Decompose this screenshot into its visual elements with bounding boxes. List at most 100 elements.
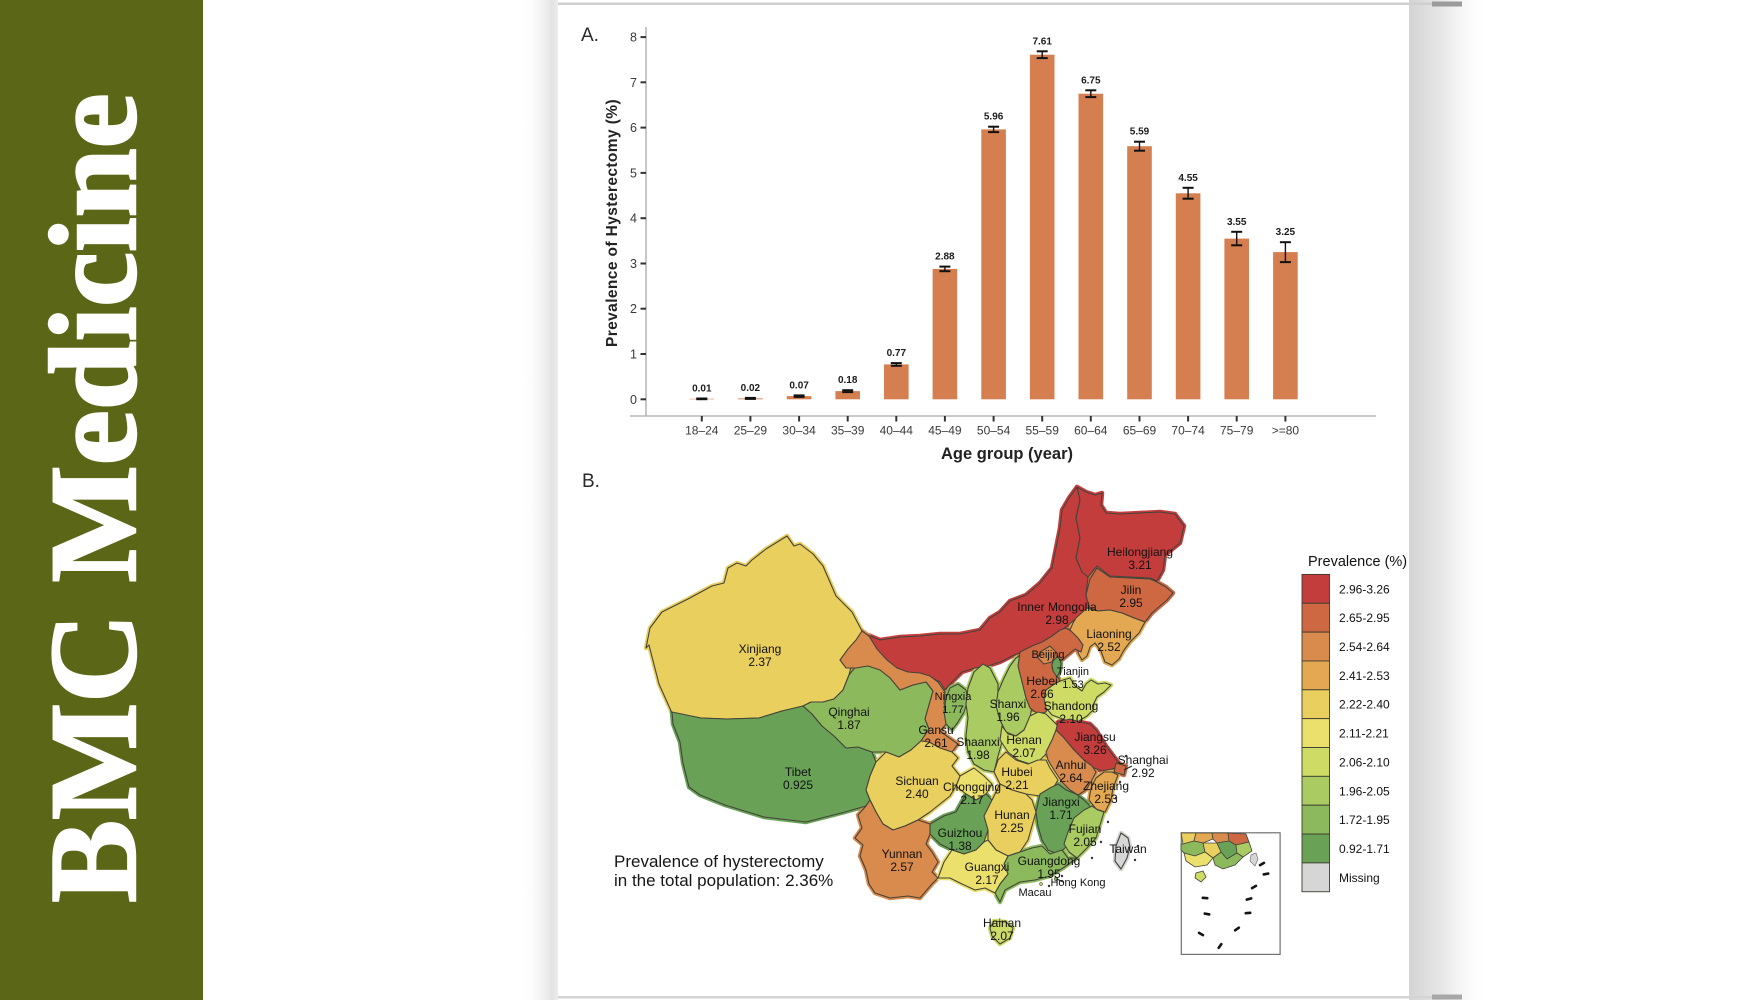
svg-text:2.06-2.10: 2.06-2.10 xyxy=(1339,755,1390,769)
svg-text:7: 7 xyxy=(630,76,637,90)
svg-text:Chongqing: Chongqing xyxy=(943,780,1001,794)
svg-text:2.66: 2.66 xyxy=(1030,687,1054,701)
svg-text:Sichuan: Sichuan xyxy=(895,774,938,788)
svg-text:2.52: 2.52 xyxy=(1097,640,1121,654)
svg-text:5.59: 5.59 xyxy=(1130,127,1150,138)
svg-text:Tibet: Tibet xyxy=(785,765,812,779)
svg-text:2.98: 2.98 xyxy=(1045,613,1069,627)
svg-text:2.65-2.95: 2.65-2.95 xyxy=(1339,611,1390,625)
svg-text:Missing: Missing xyxy=(1339,871,1380,885)
svg-text:0.925: 0.925 xyxy=(783,778,813,792)
svg-text:Liaoning: Liaoning xyxy=(1086,627,1131,641)
svg-text:5.96: 5.96 xyxy=(984,112,1004,123)
svg-text:Guizhou: Guizhou xyxy=(938,826,983,840)
svg-text:3: 3 xyxy=(630,257,637,271)
svg-text:0.18: 0.18 xyxy=(838,375,858,386)
svg-text:0.07: 0.07 xyxy=(789,380,809,391)
svg-text:4.55: 4.55 xyxy=(1178,173,1198,184)
svg-text:3.55: 3.55 xyxy=(1227,217,1247,228)
svg-text:2.11-2.21: 2.11-2.21 xyxy=(1339,727,1389,741)
svg-text:75–79: 75–79 xyxy=(1220,424,1254,438)
svg-text:Age group (year): Age group (year) xyxy=(941,445,1073,463)
svg-text:2.95: 2.95 xyxy=(1119,596,1143,610)
svg-text:45–49: 45–49 xyxy=(928,424,962,438)
svg-text:Hunan: Hunan xyxy=(994,808,1029,822)
svg-text:1.96-2.05: 1.96-2.05 xyxy=(1339,784,1390,798)
svg-text:1.38: 1.38 xyxy=(948,839,972,853)
svg-text:8: 8 xyxy=(630,31,637,45)
svg-text:2.21: 2.21 xyxy=(1005,778,1029,792)
svg-text:2.57: 2.57 xyxy=(890,860,914,874)
svg-text:70–74: 70–74 xyxy=(1171,424,1205,438)
svg-text:25–29: 25–29 xyxy=(734,424,768,438)
svg-text:6.75: 6.75 xyxy=(1081,75,1101,86)
svg-text:Shanxi: Shanxi xyxy=(990,697,1027,711)
svg-text:3.26: 3.26 xyxy=(1083,743,1107,757)
svg-text:2.22-2.40: 2.22-2.40 xyxy=(1339,698,1390,712)
svg-text:in the total population: 2.36%: in the total population: 2.36% xyxy=(614,871,833,890)
svg-text:30–34: 30–34 xyxy=(782,424,816,438)
svg-text:Hainan: Hainan xyxy=(983,916,1021,930)
svg-text:5: 5 xyxy=(630,166,637,180)
svg-text:Hong Kong: Hong Kong xyxy=(1050,877,1105,889)
svg-text:1.77: 1.77 xyxy=(942,704,963,716)
svg-text:Shanghai: Shanghai xyxy=(1118,753,1169,767)
svg-text:Anhui: Anhui xyxy=(1056,758,1087,772)
svg-text:B.: B. xyxy=(582,471,600,492)
svg-text:2.10: 2.10 xyxy=(1059,712,1083,726)
svg-text:2.64: 2.64 xyxy=(1059,771,1083,785)
svg-text:2.05: 2.05 xyxy=(1073,835,1097,849)
svg-text:Jiangxi: Jiangxi xyxy=(1042,795,1079,809)
svg-text:Fujian: Fujian xyxy=(1069,822,1102,836)
svg-text:>=80: >=80 xyxy=(1272,424,1300,438)
svg-text:2.07: 2.07 xyxy=(1012,746,1036,760)
svg-text:2.96-3.26: 2.96-3.26 xyxy=(1339,582,1390,596)
svg-text:Prevalence of hysterectomy: Prevalence of hysterectomy xyxy=(614,852,824,871)
svg-text:Guangxi: Guangxi xyxy=(965,860,1010,874)
svg-text:6: 6 xyxy=(630,121,637,135)
svg-text:0.02: 0.02 xyxy=(741,383,761,394)
svg-text:BMC Medicine: BMC Medicine xyxy=(25,93,162,902)
svg-text:Taiwan: Taiwan xyxy=(1109,842,1146,856)
svg-text:1.95: 1.95 xyxy=(1037,867,1061,881)
svg-text:4: 4 xyxy=(630,212,637,226)
svg-text:60–64: 60–64 xyxy=(1074,424,1108,438)
svg-text:A.: A. xyxy=(581,25,599,46)
svg-text:Shaanxi: Shaanxi xyxy=(956,735,999,749)
svg-text:Inner Mongolia: Inner Mongolia xyxy=(1017,600,1097,614)
svg-text:Hubei: Hubei xyxy=(1001,765,1032,779)
svg-text:Zhejiang: Zhejiang xyxy=(1083,779,1129,793)
svg-text:50–54: 50–54 xyxy=(977,424,1011,438)
svg-text:0.92-1.71: 0.92-1.71 xyxy=(1339,842,1390,856)
svg-text:40–44: 40–44 xyxy=(880,424,914,438)
svg-text:0.01: 0.01 xyxy=(692,384,712,395)
svg-text:Beijing: Beijing xyxy=(1031,649,1064,661)
svg-text:Henan: Henan xyxy=(1006,733,1041,747)
svg-text:2.41-2.53: 2.41-2.53 xyxy=(1339,669,1390,683)
svg-text:2: 2 xyxy=(630,302,637,316)
svg-text:Heilongjiang: Heilongjiang xyxy=(1107,545,1173,559)
svg-text:1.87: 1.87 xyxy=(837,718,861,732)
svg-text:65–69: 65–69 xyxy=(1123,424,1157,438)
svg-text:1.98: 1.98 xyxy=(966,748,990,762)
svg-text:18–24: 18–24 xyxy=(685,424,719,438)
svg-text:2.54-2.64: 2.54-2.64 xyxy=(1339,640,1390,654)
svg-text:3.25: 3.25 xyxy=(1276,227,1296,238)
svg-text:2.40: 2.40 xyxy=(905,787,929,801)
svg-text:Macau: Macau xyxy=(1018,887,1051,899)
svg-text:0.77: 0.77 xyxy=(887,348,907,359)
svg-text:2.25: 2.25 xyxy=(1000,821,1024,835)
svg-text:1.71: 1.71 xyxy=(1049,808,1073,822)
svg-text:35–39: 35–39 xyxy=(831,424,865,438)
svg-text:7.61: 7.61 xyxy=(1032,36,1052,47)
svg-text:Jiangsu: Jiangsu xyxy=(1074,730,1115,744)
svg-text:Yunnan: Yunnan xyxy=(882,847,923,861)
svg-text:2.07: 2.07 xyxy=(990,929,1014,943)
svg-text:Shandong: Shandong xyxy=(1044,699,1099,713)
svg-text:Xinjiang: Xinjiang xyxy=(739,642,782,656)
svg-text:1.96: 1.96 xyxy=(996,710,1020,724)
svg-text:3.21: 3.21 xyxy=(1128,558,1152,572)
svg-text:2.61: 2.61 xyxy=(924,736,948,750)
svg-text:Tianjin: Tianjin xyxy=(1057,666,1089,678)
svg-text:1: 1 xyxy=(630,348,637,362)
